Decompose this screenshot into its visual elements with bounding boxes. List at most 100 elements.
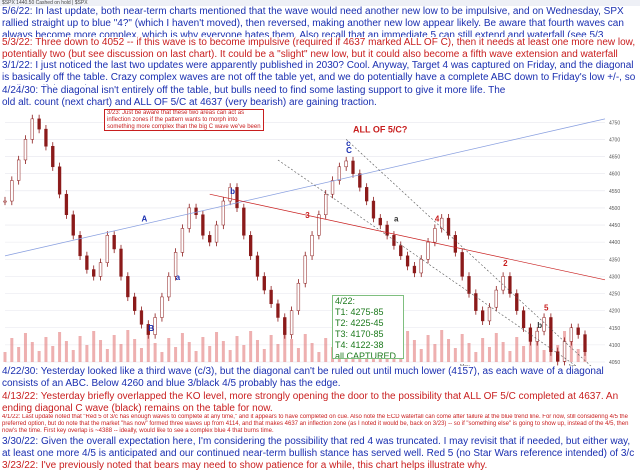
volume-bar <box>542 350 546 362</box>
volume-bar <box>426 335 430 362</box>
candle-body <box>37 118 41 130</box>
candle-body <box>146 324 150 335</box>
volume-bar <box>133 339 137 362</box>
candle-body <box>324 193 328 215</box>
volume-bar <box>187 342 191 362</box>
volume-bar <box>290 339 294 362</box>
candle-body <box>385 224 389 236</box>
note-date: 3/30/22: <box>2 436 39 447</box>
candle-body <box>44 128 48 147</box>
volume-bar <box>440 330 444 362</box>
red-trendline <box>209 193 606 281</box>
target-2: T2: 4225-45 <box>335 318 384 328</box>
y-tick-label: 4500 <box>609 206 620 212</box>
candle-body <box>269 289 273 305</box>
candle-body <box>549 317 553 352</box>
candle-body <box>501 276 505 291</box>
note-date: 4/22/30: <box>2 366 39 377</box>
volume-bar <box>494 333 498 362</box>
blue-trendline <box>4 118 606 257</box>
volume-bar <box>208 346 212 362</box>
volume-bar <box>235 336 239 362</box>
volume-bar <box>283 330 287 362</box>
candle-body <box>426 241 430 260</box>
candle-body <box>494 289 498 308</box>
wave-label: ALL OF 5/C? <box>353 125 407 135</box>
volume-bar <box>310 343 314 362</box>
volume-bar <box>174 347 178 362</box>
candle-body <box>405 255 410 267</box>
y-tick-label: 4750 <box>609 120 620 126</box>
note-text: I've previously noted that bears may nee… <box>40 460 488 471</box>
volume-bar <box>10 338 14 362</box>
candle-body <box>248 235 253 257</box>
note-4-22-30: 4/22/30: Yesterday looked like a third w… <box>0 366 640 392</box>
candle-body <box>214 224 219 243</box>
candle-body <box>228 187 232 202</box>
black-trendline-upper <box>345 139 606 380</box>
candle-body <box>153 317 157 335</box>
wave-label: C <box>346 146 352 155</box>
candle-body <box>139 310 144 325</box>
volume-bar <box>146 334 150 362</box>
candle-body <box>480 310 485 322</box>
candle-body <box>528 327 533 342</box>
y-tick-label: 4600 <box>609 172 620 178</box>
note-text: Yesterday briefly overlapped the KO leve… <box>2 391 619 414</box>
candle-body <box>57 166 62 195</box>
y-tick-label: 4400 <box>609 240 620 246</box>
volume-bar <box>528 332 532 362</box>
volume-bar <box>515 337 519 362</box>
volume-bar <box>255 340 259 362</box>
note-date: 5/3/22: <box>2 37 33 48</box>
wave-label: 2 <box>503 259 508 268</box>
note-date: 4/1/22: <box>2 414 21 420</box>
candle-body <box>167 276 171 298</box>
candle-body <box>119 248 123 277</box>
candle-body <box>351 160 355 174</box>
volume-bar <box>522 346 526 362</box>
candle-body <box>556 351 560 362</box>
y-tick-label: 4450 <box>609 223 620 229</box>
volume-bar <box>99 340 103 362</box>
candle-body <box>330 180 335 195</box>
candle-body <box>208 235 212 243</box>
candle-body <box>487 306 492 322</box>
candle-body <box>399 245 403 257</box>
y-tick-label: 4700 <box>609 137 620 143</box>
note-text: Just be aware that these two areas can a… <box>107 110 261 130</box>
wave-label: 5 <box>544 304 549 313</box>
volume-bar <box>221 341 225 362</box>
wave-label: b <box>537 321 542 330</box>
volume-bar <box>412 340 416 362</box>
candle-body <box>453 235 458 253</box>
candle-body <box>446 217 451 236</box>
volume-bar <box>30 342 34 362</box>
candle-body <box>23 139 28 161</box>
wave-label: a <box>176 273 181 282</box>
wave-label: 3 <box>305 211 310 220</box>
volume-bar <box>139 348 143 362</box>
candle-body <box>276 303 280 318</box>
candle-body <box>201 214 205 236</box>
volume-bar <box>460 334 464 362</box>
targets-title: 4/22: <box>335 296 356 306</box>
volume-bar <box>71 350 75 362</box>
note-3-23-22: 3/23/22: I've previously noted that bear… <box>0 460 640 473</box>
wave-label: b <box>230 187 235 196</box>
chart-header: $SPX 1440.50 Cashed on hold | $SPX <box>0 0 640 6</box>
volume-bar <box>228 350 232 362</box>
volume-bar <box>433 344 437 362</box>
volume-bar <box>201 337 205 362</box>
volume-bar <box>23 333 27 362</box>
note-date: 3/23/22: <box>2 460 39 471</box>
volume-bar <box>262 349 266 362</box>
wave-label: A <box>141 215 147 224</box>
targets-box: 4/22: T1: 4275-85 T2: 4225-45 T3: 4170-8… <box>332 295 404 359</box>
target-4: T4: 4122-38 <box>335 340 384 350</box>
y-tick-label: 4300 <box>609 274 620 280</box>
note-date: 4/24/30: <box>2 85 39 96</box>
candle-body <box>242 207 246 236</box>
candle-body <box>344 160 348 168</box>
volume-bar <box>78 336 82 362</box>
